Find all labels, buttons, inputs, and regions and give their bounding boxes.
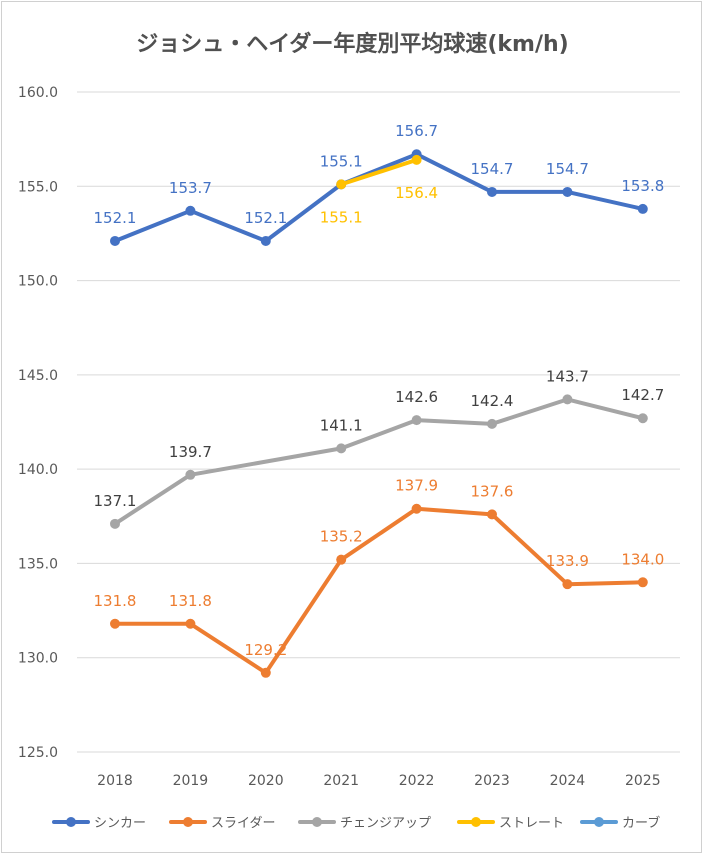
y-tick-label: 150.0 bbox=[18, 274, 58, 290]
data-label: 155.1 bbox=[320, 208, 363, 226]
y-tick-label: 145.0 bbox=[18, 368, 58, 384]
x-tick-label: 2022 bbox=[399, 773, 435, 789]
data-label: 156.7 bbox=[395, 122, 438, 140]
y-tick-label: 140.0 bbox=[18, 462, 58, 478]
x-tick-label: 2024 bbox=[550, 773, 586, 789]
data-label: 137.9 bbox=[395, 477, 438, 495]
data-point bbox=[411, 415, 422, 426]
data-label: 137.1 bbox=[94, 492, 137, 510]
data-label: 152.1 bbox=[244, 209, 287, 227]
legend-label: シンカー bbox=[94, 816, 146, 831]
data-point bbox=[260, 235, 271, 246]
legend-swatch-marker bbox=[183, 817, 193, 827]
data-label: 142.7 bbox=[621, 386, 664, 404]
x-tick-label: 2023 bbox=[474, 773, 510, 789]
data-point bbox=[110, 518, 120, 529]
data-label: 129.2 bbox=[244, 641, 287, 659]
series-line bbox=[113, 506, 645, 675]
data-point bbox=[487, 509, 497, 520]
legend-swatch-marker bbox=[594, 817, 604, 827]
legend-label: カーブ bbox=[622, 815, 660, 831]
data-point bbox=[336, 443, 347, 454]
x-tick-label: 2021 bbox=[323, 773, 359, 789]
data-point bbox=[562, 394, 573, 405]
data-point bbox=[562, 579, 573, 590]
data-point bbox=[185, 205, 196, 216]
data-point bbox=[411, 154, 422, 165]
data-label: 156.4 bbox=[395, 184, 438, 202]
legend-label: チェンジアップ bbox=[340, 816, 431, 831]
data-label: 143.7 bbox=[546, 367, 589, 385]
data-label: 153.8 bbox=[621, 177, 664, 195]
data-label: 137.6 bbox=[471, 482, 514, 500]
x-tick-label: 2025 bbox=[625, 773, 661, 789]
data-point bbox=[562, 186, 573, 197]
data-label: 134.0 bbox=[621, 550, 664, 568]
data-point bbox=[637, 413, 648, 424]
legend-swatch-marker bbox=[471, 817, 481, 827]
legend-label: スライダー bbox=[211, 816, 275, 831]
legend: シンカー スライダー チェンジアップ ストレート カーブ bbox=[52, 815, 660, 831]
y-axis-tick-labels: 125.0 130.0 135.0 140.0 145.0 150.0 155.0 160.0 bbox=[18, 85, 58, 761]
legend-label: ストレート bbox=[499, 816, 564, 831]
data-point bbox=[637, 203, 648, 214]
data-label: 154.7 bbox=[546, 160, 589, 178]
data-label: 155.1 bbox=[320, 152, 363, 170]
data-point bbox=[185, 618, 196, 629]
data-label: 152.1 bbox=[94, 209, 137, 227]
data-point bbox=[336, 179, 347, 190]
x-axis-tick-labels: 2018 2019 2020 2021 2022 2023 2024 2025 bbox=[97, 773, 660, 789]
series-line bbox=[113, 397, 645, 526]
x-tick-label: 2020 bbox=[248, 773, 284, 789]
data-label: 131.8 bbox=[94, 592, 137, 610]
y-tick-label: 135.0 bbox=[18, 556, 58, 572]
data-point bbox=[487, 186, 497, 197]
data-label: 142.6 bbox=[395, 388, 438, 406]
legend-swatch-marker bbox=[312, 817, 322, 827]
data-point bbox=[110, 235, 120, 246]
data-point bbox=[260, 667, 271, 678]
x-tick-label: 2018 bbox=[97, 773, 133, 789]
y-tick-label: 160.0 bbox=[18, 85, 58, 101]
series-lines bbox=[110, 149, 648, 678]
legend-swatch-marker bbox=[66, 817, 76, 827]
data-point bbox=[110, 618, 120, 629]
series-line bbox=[113, 152, 645, 243]
data-label: 139.7 bbox=[169, 443, 212, 461]
data-label: 153.7 bbox=[169, 179, 212, 197]
gridlines bbox=[77, 91, 680, 753]
data-label: 135.2 bbox=[320, 528, 363, 546]
data-point bbox=[487, 418, 497, 429]
chart-title: ジョシュ・ヘイダー年度別平均球速(km/h) bbox=[136, 32, 569, 57]
y-tick-label: 130.0 bbox=[18, 651, 58, 667]
data-point bbox=[185, 469, 196, 480]
data-label: 154.7 bbox=[471, 160, 514, 178]
data-label: 131.8 bbox=[169, 592, 212, 610]
y-tick-label: 155.0 bbox=[18, 179, 58, 195]
data-label: 133.9 bbox=[546, 552, 589, 570]
data-label: 141.1 bbox=[320, 416, 363, 434]
data-label: 142.4 bbox=[471, 392, 514, 410]
data-labels: 152.1 153.7 152.1 155.1 156.7 154.7 154.7 153.8… bbox=[94, 122, 665, 659]
data-point bbox=[411, 503, 422, 514]
series-line bbox=[339, 157, 419, 187]
data-point bbox=[637, 577, 648, 588]
x-tick-label: 2019 bbox=[173, 773, 209, 789]
data-point bbox=[336, 554, 347, 565]
y-tick-label: 125.0 bbox=[18, 745, 58, 761]
